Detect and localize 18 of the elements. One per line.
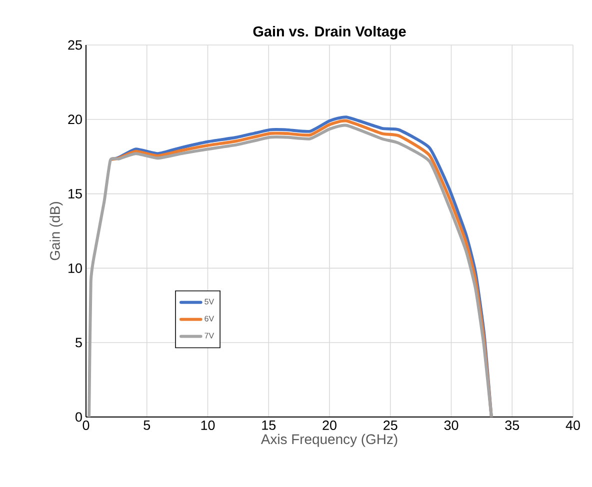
y-axis-title: Gain (dB) bbox=[50, 202, 63, 260]
x-tick-label: 40 bbox=[566, 420, 580, 430]
x-tick-label: 35 bbox=[505, 420, 520, 430]
x-tick-label: 5 bbox=[144, 420, 150, 430]
x-tick-label: 10 bbox=[201, 420, 215, 430]
x-tick-label: 25 bbox=[384, 420, 398, 430]
y-tick-label: 5 bbox=[76, 338, 82, 348]
y-tick-label: 20 bbox=[68, 114, 82, 124]
x-tick-label: 30 bbox=[444, 420, 458, 430]
chart-title: Gain vs. Drain Voltage bbox=[253, 26, 406, 40]
x-tick-label: 20 bbox=[322, 420, 336, 430]
x-tick-label: 15 bbox=[262, 420, 276, 430]
y-tick-label: 25 bbox=[68, 40, 82, 50]
x-axis-title: Axis Frequency (GHz) bbox=[260, 434, 398, 447]
y-tick-label: 15 bbox=[68, 189, 82, 198]
y-tick-label: 0 bbox=[76, 412, 82, 422]
y-tick-label: 10 bbox=[68, 263, 82, 273]
x-tick-label: 0 bbox=[82, 420, 90, 430]
